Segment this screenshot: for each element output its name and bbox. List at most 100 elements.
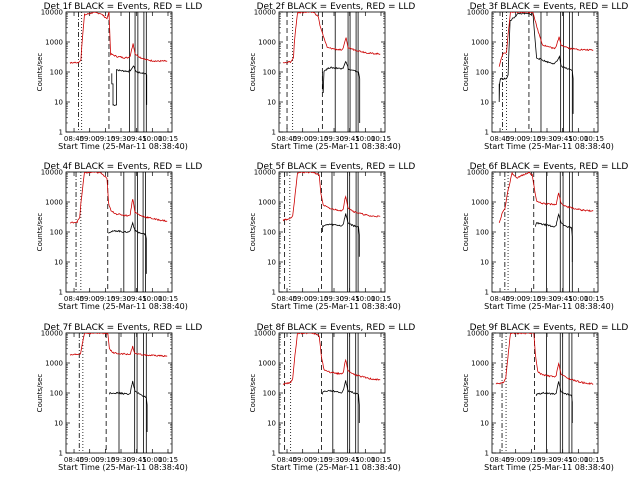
x-tick-label: 09:45 (553, 135, 573, 143)
x-tick-label: 10:00 (355, 135, 375, 143)
x-axis-label: Start Time (25-Mar-11 08:38:40) (58, 302, 188, 311)
x-tick-label: 09:00 (293, 295, 313, 303)
series-events-line (322, 213, 360, 257)
chart-title: Det 9f BLACK = Events, RED = LLD (470, 323, 629, 333)
series-lld-line (69, 333, 168, 358)
chart-panel-5: Det 5f BLACK = Events, RED = LLD 1 10 100 10… (249, 162, 415, 311)
x-tick-label: 09:30 (537, 456, 557, 464)
x-tick-label: 09:30 (324, 135, 344, 143)
x-tick-label: 09:30 (324, 295, 344, 303)
y-axis-label: Counts/sec (249, 53, 257, 92)
x-tick-label: 09:00 (506, 456, 526, 464)
x-tick-label: 10:15 (371, 135, 391, 143)
x-tick-label: 09:45 (127, 295, 147, 303)
chart-panel-2: Det 2f BLACK = Events, RED = LLD 1 10 100 10… (249, 2, 415, 151)
y-tick-label: 1 (59, 289, 63, 297)
x-tick-label: 09:30 (537, 295, 557, 303)
chart-panel-9: Det 9f BLACK = Events, RED = LLD 1 10 100 10… (462, 323, 628, 472)
x-axis-label: Start Time (25-Mar-11 08:38:40) (58, 463, 188, 472)
series-events-line (111, 65, 148, 106)
y-tick-label: 1 (59, 450, 63, 458)
x-axis-label: Start Time (25-Mar-11 08:38:40) (271, 142, 401, 151)
y-tick-label: 1000 (258, 39, 276, 47)
series-events-line (498, 12, 574, 114)
x-axis-label: Start Time (25-Mar-11 08:38:40) (58, 142, 188, 151)
x-tick-label: 09:15 (308, 295, 328, 303)
y-axis-label: Counts/sec (462, 374, 470, 413)
x-tick-label: 09:30 (111, 135, 131, 143)
x-tick-label: 10:00 (142, 456, 162, 464)
series-lld-line (282, 12, 381, 64)
series-events-line (321, 60, 361, 123)
x-tick-label: 10:15 (158, 456, 178, 464)
x-tick-label: 09:15 (308, 135, 328, 143)
x-tick-label: 09:45 (340, 456, 360, 464)
x-tick-label: 08:45 (64, 135, 84, 143)
series-lld-line (498, 12, 594, 67)
y-tick-label: 1000 (258, 360, 276, 368)
x-tick-label: 09:00 (506, 135, 526, 143)
y-tick-label: 10000 (467, 330, 489, 338)
series-lld-line (495, 333, 594, 386)
y-tick-label: 1 (272, 289, 276, 297)
y-axis-label: Counts/sec (462, 53, 470, 92)
x-tick-label: 08:45 (64, 295, 84, 303)
x-tick-label: 10:00 (568, 295, 588, 303)
x-tick-label: 08:45 (277, 456, 297, 464)
y-tick-label: 10000 (254, 9, 276, 17)
x-tick-label: 09:45 (553, 295, 573, 303)
x-tick-label: 10:15 (584, 135, 604, 143)
x-axis-label: Start Time (25-Mar-11 08:38:40) (484, 302, 614, 311)
chart-title: Det 8f BLACK = Events, RED = LLD (257, 323, 416, 333)
y-tick-label: 10000 (254, 330, 276, 338)
x-tick-label: 09:45 (127, 456, 147, 464)
x-tick-label: 10:15 (158, 295, 178, 303)
y-tick-label: 10 (267, 259, 276, 267)
y-tick-label: 1 (59, 129, 63, 137)
plot-frame (278, 332, 386, 454)
x-tick-label: 10:15 (371, 295, 391, 303)
x-tick-label: 10:15 (584, 456, 604, 464)
x-tick-label: 09:15 (308, 456, 328, 464)
series-events-line (109, 380, 148, 432)
x-tick-label: 09:45 (340, 135, 360, 143)
x-tick-label: 09:45 (340, 295, 360, 303)
x-tick-label: 09:15 (521, 135, 541, 143)
x-axis-label: Start Time (25-Mar-11 08:38:40) (271, 463, 401, 472)
y-tick-label: 100 (50, 390, 63, 398)
x-axis-label: Start Time (25-Mar-11 08:38:40) (484, 463, 614, 472)
y-tick-label: 10 (267, 420, 276, 428)
y-tick-label: 1 (485, 129, 489, 137)
x-tick-label: 10:15 (371, 456, 391, 464)
y-tick-label: 100 (263, 229, 276, 237)
x-tick-label: 10:00 (355, 456, 375, 464)
chart-title: Det 4f BLACK = Events, RED = LLD (44, 162, 203, 172)
y-axis-label: Counts/sec (462, 213, 470, 252)
y-axis-label: Counts/sec (36, 53, 44, 92)
y-tick-label: 1000 (471, 39, 489, 47)
x-tick-label: 10:00 (355, 295, 375, 303)
chart-title: Det 1f BLACK = Events, RED = LLD (44, 2, 203, 12)
x-axis-label: Start Time (25-Mar-11 08:38:40) (484, 142, 614, 151)
y-tick-label: 10000 (41, 9, 63, 17)
x-tick-label: 09:30 (537, 135, 557, 143)
y-tick-label: 10 (480, 420, 489, 428)
x-tick-label: 09:45 (127, 135, 147, 143)
y-axis-label: Counts/sec (249, 213, 257, 252)
chart-title: Det 6f BLACK = Events, RED = LLD (470, 162, 629, 172)
y-tick-label: 1 (272, 129, 276, 137)
series-lld-line (69, 12, 168, 64)
x-tick-label: 09:15 (521, 295, 541, 303)
x-tick-label: 08:45 (490, 295, 510, 303)
chart-title: Det 2f BLACK = Events, RED = LLD (257, 2, 416, 12)
series-events-line (535, 213, 573, 262)
chart-panel-1: Det 1f BLACK = Events, RED = LLD 1 10 100 10… (36, 2, 202, 151)
y-tick-label: 100 (263, 69, 276, 77)
y-tick-label: 100 (263, 390, 276, 398)
series-lld-line (69, 172, 168, 224)
chart-panel-8: Det 8f BLACK = Events, RED = LLD 1 10 100 10… (249, 323, 415, 472)
y-tick-label: 10 (54, 99, 63, 107)
series-events-line (322, 380, 360, 423)
series-events-line (108, 221, 147, 274)
